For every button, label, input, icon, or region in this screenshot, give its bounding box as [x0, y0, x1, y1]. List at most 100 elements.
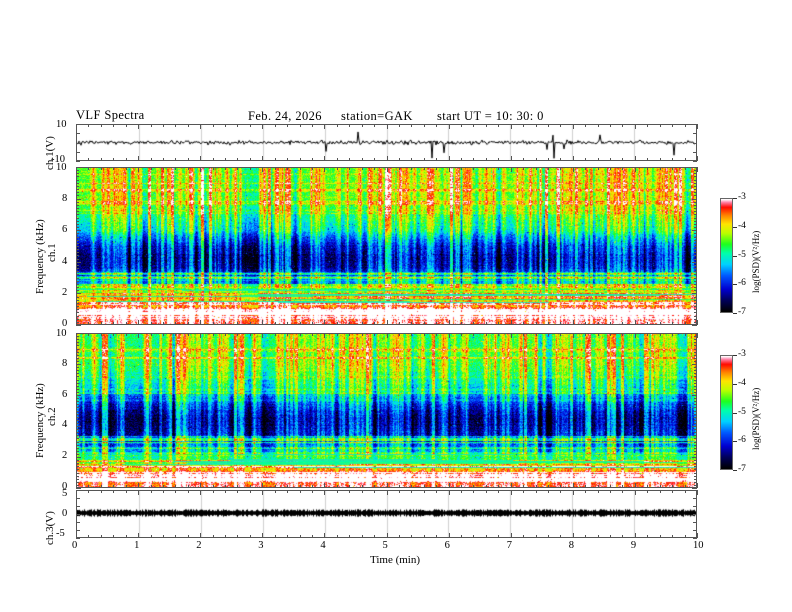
axis-tick — [76, 195, 79, 197]
axis-tick — [100, 124, 102, 127]
colorbar-tick-label: -3 — [738, 192, 746, 202]
ch2-spec-ytick-2: 2 — [62, 450, 68, 461]
axis-tick — [694, 264, 697, 266]
axis-tick — [336, 490, 338, 493]
axis-tick — [694, 299, 697, 301]
axis-tick — [694, 379, 697, 381]
axis-tick — [697, 167, 698, 172]
colorbar-ch2 — [720, 355, 733, 470]
axis-tick — [436, 333, 438, 336]
axis-tick — [237, 485, 239, 488]
axis-tick — [473, 124, 475, 127]
axis-tick — [76, 167, 81, 168]
axis-tick — [76, 246, 79, 247]
axis-tick — [694, 312, 697, 314]
axis-tick — [647, 158, 649, 161]
axis-tick — [76, 432, 79, 434]
axis-tick — [693, 151, 697, 153]
axis-tick — [274, 535, 276, 538]
header-start-ut: start UT = 10: 30: 0 — [437, 109, 544, 123]
axis-tick — [386, 333, 388, 338]
axis-tick — [694, 450, 697, 452]
axis-tick — [622, 322, 624, 325]
axis-tick — [76, 426, 81, 427]
axis-tick — [694, 410, 697, 412]
axis-tick — [694, 432, 697, 434]
axis-tick — [560, 124, 562, 127]
axis-tick — [76, 201, 79, 203]
axis-tick — [560, 485, 562, 488]
axis-tick — [535, 535, 537, 538]
axis-tick — [76, 404, 79, 406]
axis-tick — [76, 354, 79, 356]
axis-tick — [249, 490, 251, 493]
axis-tick — [361, 535, 363, 538]
axis-tick — [76, 249, 79, 251]
axis-tick — [100, 322, 102, 325]
axis-tick — [510, 483, 512, 488]
axis-tick — [647, 124, 649, 127]
axis-tick — [249, 158, 251, 161]
axis-tick — [76, 283, 79, 285]
axis-tick — [76, 395, 81, 396]
axis-tick — [535, 158, 537, 161]
colorbar-tick-label: -7 — [738, 464, 746, 474]
axis-tick — [336, 158, 338, 161]
axis-tick — [76, 336, 79, 338]
axis-tick — [694, 255, 697, 257]
axis-tick — [76, 530, 80, 531]
axis-tick — [76, 370, 79, 372]
axis-tick — [76, 274, 79, 276]
axis-tick — [386, 483, 388, 488]
axis-tick — [175, 490, 177, 493]
axis-tick — [694, 373, 697, 375]
axis-tick — [448, 490, 450, 495]
axis-tick — [162, 158, 164, 161]
axis-tick — [694, 351, 697, 353]
axis-tick — [694, 170, 697, 172]
axis-tick — [76, 469, 79, 471]
axis-tick — [88, 490, 90, 493]
axis-tick — [498, 490, 500, 493]
axis-tick — [411, 535, 413, 538]
axis-tick — [585, 535, 587, 538]
axis-tick — [287, 158, 289, 161]
axis-tick — [299, 167, 301, 170]
axis-tick — [547, 490, 549, 493]
axis-tick — [423, 535, 425, 538]
axis-tick — [547, 535, 549, 538]
axis-tick — [76, 333, 81, 334]
axis-tick — [498, 485, 500, 488]
axis-tick — [448, 533, 450, 538]
axis-tick — [572, 124, 574, 129]
axis-tick — [162, 167, 164, 170]
axis-tick — [187, 124, 189, 127]
axis-tick — [597, 322, 599, 325]
ch1-spec-ytick-0: 0 — [62, 318, 68, 329]
axis-tick — [76, 450, 79, 452]
axis-tick — [694, 223, 697, 225]
axis-tick — [150, 322, 152, 325]
axis-tick — [150, 158, 152, 161]
axis-tick — [692, 333, 697, 334]
axis-tick — [684, 485, 686, 488]
axis-tick — [694, 444, 697, 446]
axis-tick — [324, 167, 326, 172]
axis-tick — [225, 322, 227, 325]
axis-tick — [88, 333, 90, 336]
colorbar-tick — [733, 198, 737, 199]
axis-tick — [572, 490, 574, 495]
axis-tick — [76, 367, 79, 369]
axis-tick — [225, 158, 227, 161]
axis-tick — [76, 293, 81, 295]
axis-tick — [694, 242, 697, 244]
axis-tick — [535, 124, 537, 127]
axis-tick — [361, 485, 363, 488]
axis-tick — [647, 485, 649, 488]
axis-tick — [523, 158, 525, 161]
axis-tick — [694, 419, 697, 421]
axis-tick — [138, 490, 140, 495]
axis-tick — [187, 535, 189, 538]
axis-tick — [162, 322, 164, 325]
axis-tick — [150, 333, 152, 336]
